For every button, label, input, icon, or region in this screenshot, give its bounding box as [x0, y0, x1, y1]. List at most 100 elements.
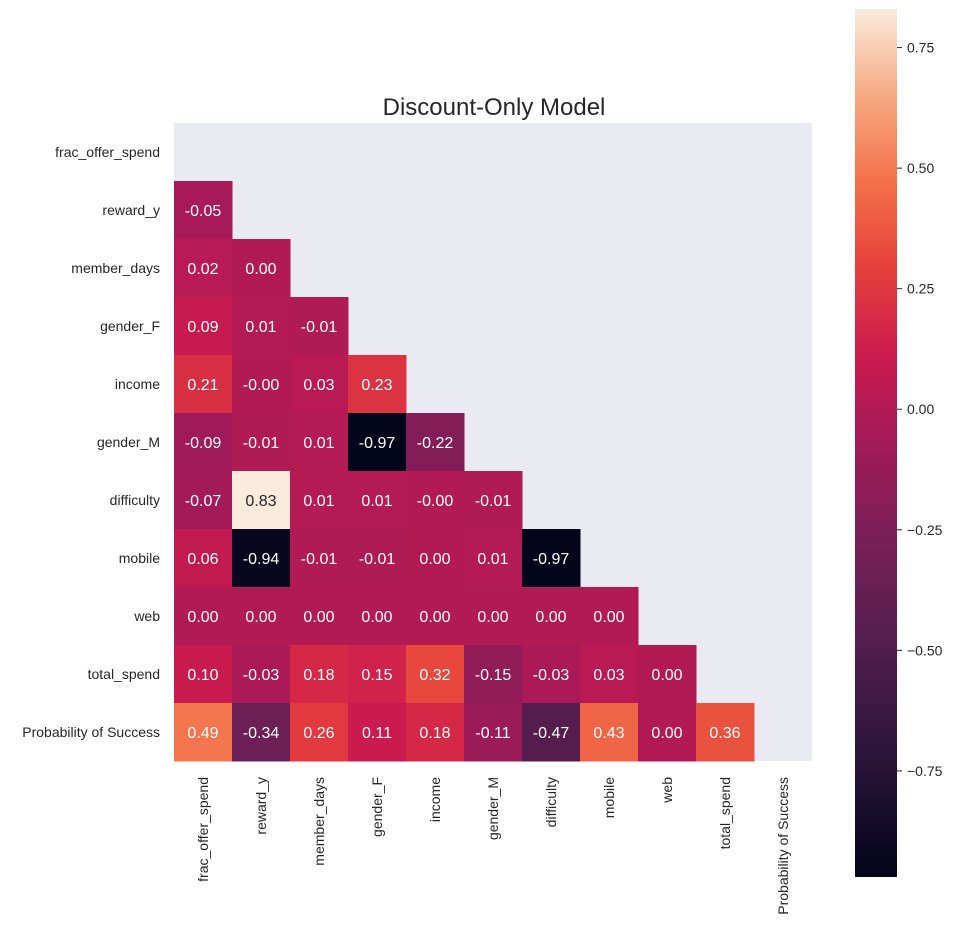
cell-value-label: -0.97 — [533, 551, 570, 568]
heatmap-cell — [348, 645, 407, 704]
cell-value-label: 0.36 — [709, 725, 740, 742]
cell-value-label: 0.01 — [303, 435, 334, 452]
cell-value-label: 0.18 — [303, 667, 334, 684]
cell-value-label: 0.06 — [187, 551, 218, 568]
cell-value-label: 0.01 — [477, 551, 508, 568]
cell-value-label: -0.11 — [475, 725, 510, 742]
cell-value-label: 0.00 — [535, 609, 566, 626]
cell-value-label: -0.07 — [185, 493, 222, 510]
cell-value-label: 0.83 — [245, 493, 276, 510]
heatmap-cell — [232, 297, 291, 356]
heatmap-cell — [290, 587, 349, 646]
heatmap-cell — [290, 529, 349, 588]
heatmap-cell — [174, 181, 233, 240]
y-tick-label: Probability of Success — [22, 724, 160, 740]
heatmap-cell — [174, 355, 233, 414]
y-tick-label: gender_M — [97, 434, 160, 450]
heatmap-cell — [464, 703, 523, 762]
heatmap-cell — [232, 529, 291, 588]
heatmap-cell — [638, 703, 697, 762]
y-tick-label: gender_F — [100, 318, 160, 334]
cell-value-label: 0.02 — [187, 261, 218, 278]
cell-value-label: 0.18 — [419, 725, 450, 742]
x-tick-label: reward_y — [253, 777, 269, 835]
heatmap-cell — [290, 471, 349, 530]
x-tick-label: gender_F — [369, 777, 385, 837]
cell-value-label: 0.49 — [187, 725, 218, 742]
cell-value-label: 0.09 — [187, 319, 218, 336]
colorbar-tick-label: 0.00 — [907, 401, 934, 417]
heatmap-cell — [232, 703, 291, 762]
cell-value-label: 0.00 — [361, 609, 392, 626]
cell-value-label: -0.34 — [243, 725, 280, 742]
cell-value-label: -0.00 — [417, 493, 454, 510]
chart-title: Discount-Only Model — [383, 94, 606, 121]
cell-value-label: -0.01 — [243, 435, 280, 452]
colorbar-gradient — [855, 9, 897, 877]
cell-value-label: 0.03 — [593, 667, 624, 684]
heatmap-cell — [232, 355, 291, 414]
cell-value-label: -0.01 — [301, 319, 338, 336]
y-tick-label: frac_offer_spend — [55, 144, 160, 160]
cell-value-label: 0.01 — [303, 493, 334, 510]
x-tick-label: member_days — [311, 777, 327, 866]
cell-value-label: -0.94 — [243, 551, 280, 568]
cell-value-label: 0.21 — [187, 377, 218, 394]
heatmap-cell — [464, 471, 523, 530]
heatmap-cell — [174, 587, 233, 646]
heatmap-cell — [406, 645, 465, 704]
cell-value-label: 0.00 — [303, 609, 334, 626]
heatmap-cell — [290, 355, 349, 414]
y-tick-label: mobile — [119, 550, 160, 566]
cell-value-label: -0.03 — [533, 667, 570, 684]
heatmap-cell — [522, 587, 581, 646]
cell-value-label: 0.03 — [303, 377, 334, 394]
heatmap-cell — [696, 703, 755, 762]
cell-value-label: -0.01 — [301, 551, 338, 568]
heatmap-cell — [348, 587, 407, 646]
colorbar-tick-label: −0.25 — [907, 522, 943, 538]
cell-value-label: 0.00 — [419, 551, 450, 568]
heatmap-cell — [406, 587, 465, 646]
colorbar-tick-label: 0.50 — [907, 160, 934, 176]
cell-value-label: -0.22 — [417, 435, 454, 452]
cell-value-label: 0.00 — [477, 609, 508, 626]
heatmap-cell — [174, 297, 233, 356]
heatmap-cell — [348, 703, 407, 762]
y-tick-label: member_days — [71, 260, 160, 276]
heatmap-cell — [638, 645, 697, 704]
cell-value-label: 0.00 — [419, 609, 450, 626]
heatmap-cell — [580, 587, 639, 646]
heatmap-cell — [580, 703, 639, 762]
heatmap-cell — [232, 587, 291, 646]
cell-value-label: 0.00 — [245, 261, 276, 278]
cell-value-label: 0.23 — [361, 377, 392, 394]
y-tick-label: reward_y — [102, 202, 160, 218]
cell-value-label: -0.01 — [359, 551, 396, 568]
heatmap-cell — [174, 413, 233, 472]
cell-value-label: -0.00 — [243, 377, 280, 394]
heatmap-cell — [174, 239, 233, 298]
heatmap-cell — [464, 587, 523, 646]
heatmap-cell — [290, 703, 349, 762]
cell-value-label: -0.15 — [475, 667, 512, 684]
heatmap-cell — [464, 645, 523, 704]
x-tick-label: gender_M — [485, 777, 501, 840]
x-tick-label: frac_offer_spend — [195, 777, 211, 882]
x-tick-label: web — [659, 777, 675, 804]
cell-value-label: -0.03 — [243, 667, 280, 684]
heatmap-cell — [522, 645, 581, 704]
heatmap-cell — [348, 529, 407, 588]
heatmap-cell — [522, 703, 581, 762]
heatmap-cell — [232, 645, 291, 704]
y-tick-label: income — [115, 376, 160, 392]
heatmap-cell — [406, 413, 465, 472]
heatmap-cell — [290, 297, 349, 356]
heatmap-cell — [174, 471, 233, 530]
cell-value-label: 0.01 — [361, 493, 392, 510]
heatmap-cell — [348, 413, 407, 472]
heatmap-cell — [406, 703, 465, 762]
cell-value-label: -0.09 — [185, 435, 222, 452]
x-tick-label: Probability of Success — [775, 777, 791, 915]
heatmap-cell — [522, 529, 581, 588]
